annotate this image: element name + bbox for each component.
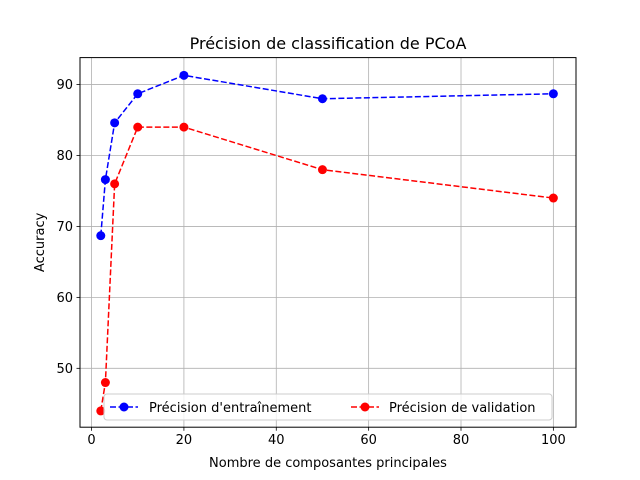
x-tick-label: 40 xyxy=(268,433,285,448)
y-tick-label: 80 xyxy=(56,149,73,164)
legend-marker-train xyxy=(119,402,129,412)
chart-title: Précision de classification de PCoA xyxy=(190,34,467,53)
x-tick-label: 80 xyxy=(453,433,470,448)
data-point xyxy=(179,70,189,80)
data-point xyxy=(110,179,120,189)
x-tick-label: 100 xyxy=(541,433,566,448)
plot-frame xyxy=(79,57,577,428)
data-point xyxy=(548,89,558,99)
data-point xyxy=(179,122,189,132)
data-point xyxy=(96,406,106,416)
y-axis-label: Accuracy xyxy=(33,212,48,272)
data-point xyxy=(317,94,327,104)
x-tick-label: 60 xyxy=(360,433,377,448)
data-point xyxy=(96,231,106,241)
y-tick-label: 70 xyxy=(56,220,73,235)
data-point xyxy=(133,122,143,132)
x-axis-label: Nombre de composantes principales xyxy=(209,456,447,471)
x-tick-label: 20 xyxy=(176,433,193,448)
series-layer xyxy=(96,70,558,416)
legend-label-val: Précision de validation xyxy=(389,401,536,416)
y-tick-label: 60 xyxy=(56,291,73,306)
legend: Précision d'entraînement Précision de va… xyxy=(103,393,553,421)
grid xyxy=(80,57,576,428)
x-tick-label: 0 xyxy=(87,433,95,448)
legend-label-train: Précision d'entraînement xyxy=(149,401,311,416)
y-tick-label: 50 xyxy=(56,362,73,377)
ticks: 0 20 40 60 80 100 50 60 70 80 90 xyxy=(56,78,565,448)
data-point xyxy=(100,378,110,388)
legend-box xyxy=(103,393,553,421)
legend-marker-val xyxy=(360,402,370,412)
y-tick-label: 90 xyxy=(56,78,73,93)
data-point xyxy=(110,118,120,128)
data-point xyxy=(548,193,558,203)
data-point xyxy=(100,175,110,185)
data-point xyxy=(133,89,143,99)
data-point xyxy=(317,165,327,175)
